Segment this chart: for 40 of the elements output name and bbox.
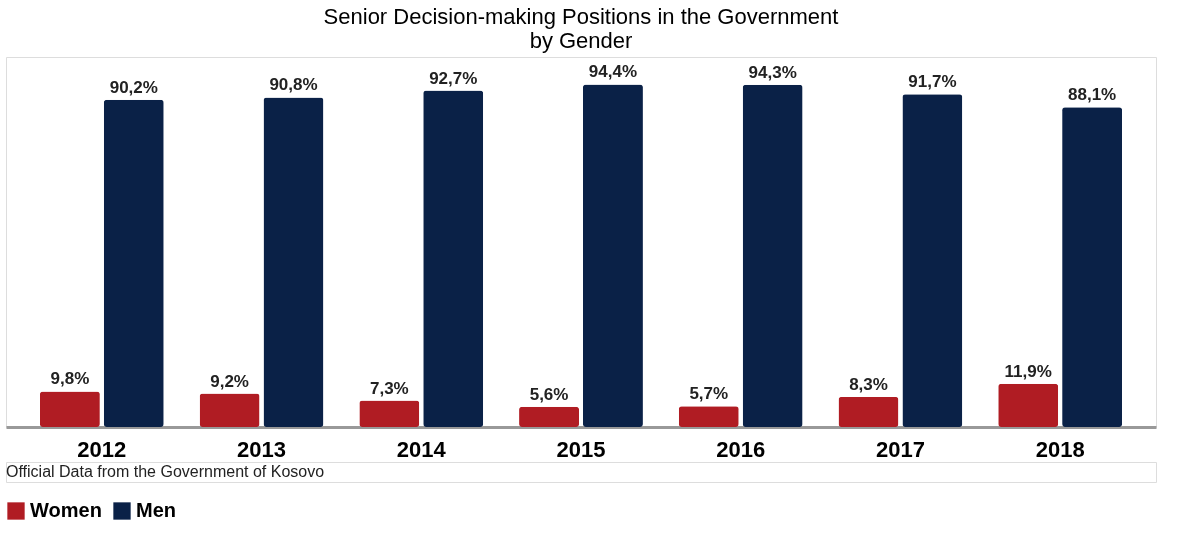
data-label: 8,3%: [849, 374, 888, 394]
data-label: 90,2%: [109, 77, 158, 97]
bar: [742, 84, 803, 427]
data-label: 92,7%: [429, 68, 478, 88]
x-tick-label: 2015: [556, 436, 606, 462]
data-label: 91,7%: [908, 72, 957, 92]
x-tick-label: 2017: [875, 436, 925, 462]
bar: [838, 396, 899, 427]
bar: [423, 90, 484, 427]
bar: [998, 383, 1059, 427]
data-label: 94,3%: [748, 62, 797, 82]
x-tick-label: 2013: [237, 436, 287, 462]
text: Senior Decision-making Positions in the Government: [323, 4, 839, 29]
data-label: 9,2%: [210, 371, 249, 391]
data-label: 88,1%: [1068, 85, 1117, 105]
legend-label: Men: [136, 499, 176, 521]
bar: [199, 393, 260, 427]
bar: [1062, 107, 1123, 427]
bar: [582, 84, 643, 427]
data-label: 9,8%: [50, 369, 90, 389]
bar: [103, 99, 164, 427]
x-tick-label: 2016: [716, 436, 766, 462]
bar: [902, 94, 963, 427]
data-label: 11,9%: [1004, 361, 1052, 381]
bar: [359, 400, 420, 427]
bar: [39, 391, 100, 427]
legend-label: Women: [30, 499, 102, 521]
text: by Gender: [529, 28, 633, 53]
data-label: 7,3%: [369, 378, 409, 398]
x-tick-label: 2014: [396, 436, 447, 462]
data-label: 5,6%: [529, 384, 569, 404]
data-label: 90,8%: [269, 75, 318, 95]
data-label: 5,7%: [689, 384, 729, 404]
text: Official Data from the Government of Kosovo: [6, 463, 325, 480]
bar: [678, 406, 739, 427]
x-tick-label: 2018: [1035, 436, 1085, 462]
data-label: 94,4%: [588, 62, 638, 82]
x-tick-label: 2012: [77, 436, 127, 462]
bar: [263, 97, 324, 427]
bar: [519, 406, 580, 427]
